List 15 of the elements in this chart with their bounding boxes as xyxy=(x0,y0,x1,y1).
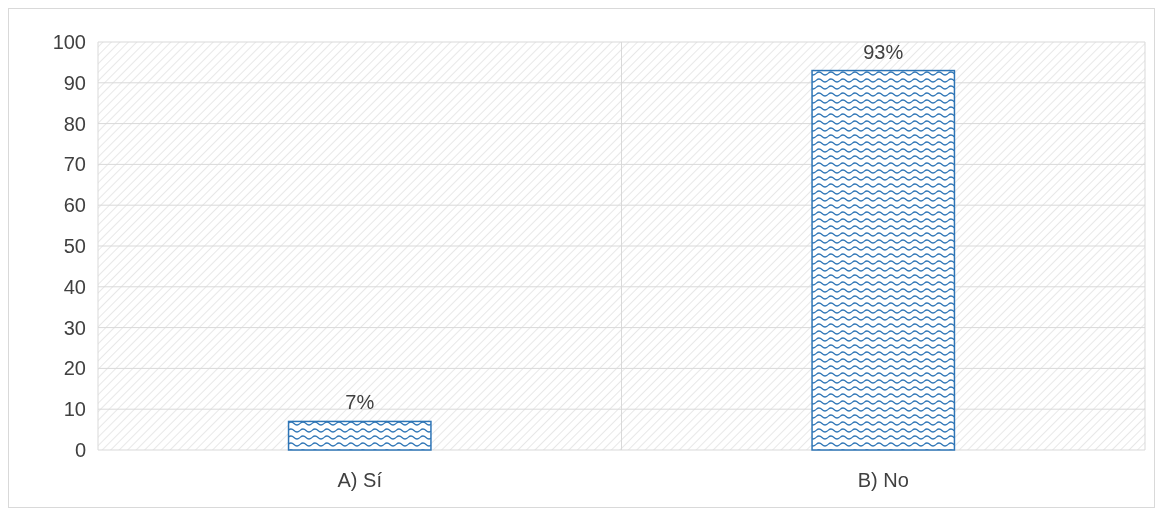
y-tick-label: 60 xyxy=(63,194,86,217)
data-label: 7% xyxy=(345,391,375,414)
y-tick-label: 70 xyxy=(63,153,86,176)
x-tick-label: B) No xyxy=(857,469,909,491)
y-tick-label: 50 xyxy=(63,235,86,257)
data-label: 93% xyxy=(863,40,904,63)
y-tick-label: 40 xyxy=(63,275,86,298)
y-tick-label: 100 xyxy=(52,31,86,53)
y-tick-label: 10 xyxy=(63,398,86,421)
y-tick-label: 90 xyxy=(63,71,86,94)
y-tick-label: 20 xyxy=(63,357,86,380)
y-tick-label: 0 xyxy=(74,439,86,461)
x-tick-label: A) Sí xyxy=(337,469,383,491)
y-tick-label: 30 xyxy=(63,316,86,339)
y-tick-label: 80 xyxy=(63,112,86,135)
